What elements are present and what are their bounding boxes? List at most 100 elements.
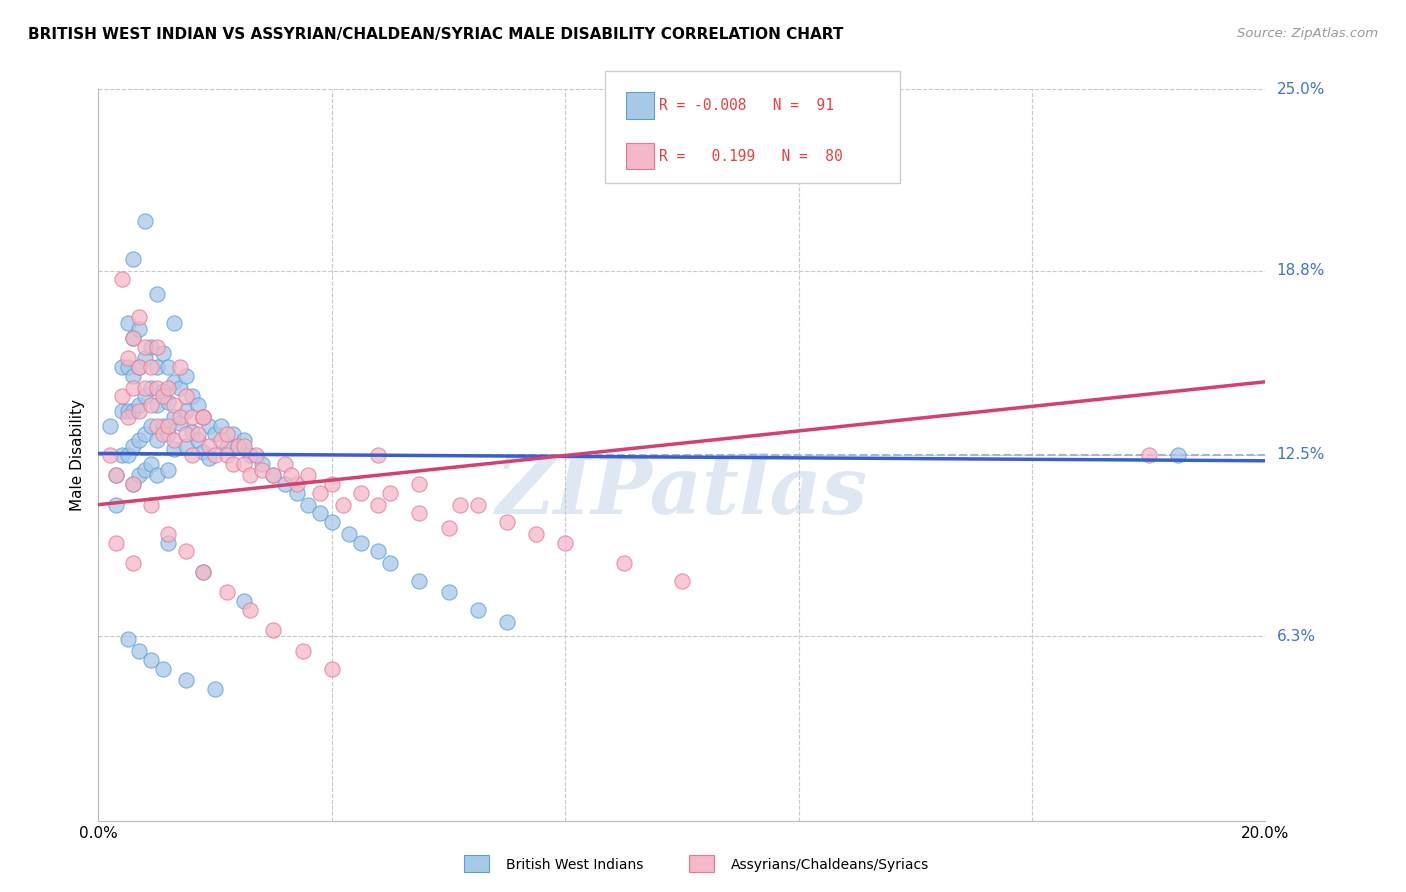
Point <box>233 594 256 608</box>
Point <box>180 425 202 439</box>
Y-axis label: Male Disability: Male Disability <box>70 399 86 511</box>
Point <box>157 418 180 433</box>
Point <box>180 409 202 424</box>
Point <box>152 418 174 433</box>
Point <box>139 360 162 375</box>
Point <box>337 527 360 541</box>
Point <box>169 416 191 430</box>
Point <box>163 375 186 389</box>
Point <box>309 486 332 500</box>
Point <box>193 565 215 579</box>
Point <box>174 368 197 383</box>
Point <box>262 624 284 638</box>
Point <box>174 404 197 418</box>
Point <box>128 310 150 325</box>
Point <box>228 439 250 453</box>
Point <box>239 603 262 617</box>
Point <box>122 331 145 345</box>
Point <box>122 331 145 345</box>
Point <box>180 448 202 462</box>
Point <box>215 427 238 442</box>
Point <box>671 574 693 588</box>
Point <box>239 448 262 462</box>
Point <box>250 457 273 471</box>
Point <box>350 535 373 549</box>
Point <box>139 498 162 512</box>
Point <box>163 398 186 412</box>
Point <box>111 389 134 403</box>
Point <box>367 544 389 558</box>
Point <box>174 439 197 453</box>
Point <box>321 515 343 529</box>
Point <box>233 457 256 471</box>
Point <box>111 448 134 462</box>
Point <box>139 381 162 395</box>
Point <box>134 381 156 395</box>
Point <box>180 389 202 403</box>
Point <box>193 409 215 424</box>
Point <box>152 427 174 442</box>
Point <box>239 468 262 483</box>
Point <box>467 498 489 512</box>
Point <box>128 322 150 336</box>
Text: British West Indians: British West Indians <box>506 858 644 872</box>
Point <box>111 360 134 375</box>
Point <box>204 448 226 462</box>
Point <box>350 486 373 500</box>
Point <box>152 661 174 675</box>
Point <box>146 468 169 483</box>
Point <box>193 445 215 459</box>
Point <box>297 468 319 483</box>
Point <box>117 351 139 366</box>
Point <box>146 381 169 395</box>
Point <box>157 462 180 476</box>
Point <box>111 404 134 418</box>
Point <box>408 477 430 491</box>
Point <box>285 486 308 500</box>
Point <box>104 468 127 483</box>
Point <box>111 272 134 286</box>
Point <box>215 439 238 453</box>
Point <box>496 615 519 629</box>
Point <box>274 477 297 491</box>
Point <box>245 448 267 462</box>
Point <box>122 404 145 418</box>
Point <box>104 468 127 483</box>
Point <box>367 498 389 512</box>
Point <box>209 418 232 433</box>
Point <box>157 395 180 409</box>
Point <box>193 409 215 424</box>
Point <box>122 556 145 570</box>
Point <box>134 214 156 228</box>
Point <box>146 418 169 433</box>
Point <box>262 468 284 483</box>
Point <box>496 515 519 529</box>
Point <box>187 434 209 448</box>
Point <box>193 565 215 579</box>
Point <box>193 409 215 424</box>
Text: 18.8%: 18.8% <box>1277 263 1324 278</box>
Point <box>198 450 221 465</box>
Point <box>280 468 302 483</box>
Point <box>139 418 162 433</box>
Point <box>122 381 145 395</box>
Point <box>128 360 150 375</box>
Text: ZIPatlas: ZIPatlas <box>496 453 868 530</box>
Point <box>163 442 186 456</box>
Point <box>612 556 634 570</box>
Point <box>152 384 174 398</box>
Point <box>146 287 169 301</box>
Point <box>198 418 221 433</box>
Point <box>117 316 139 330</box>
Point <box>1167 448 1189 462</box>
Point <box>169 409 191 424</box>
Point <box>117 448 139 462</box>
Point <box>250 462 273 476</box>
Point <box>174 673 197 688</box>
Point <box>174 427 197 442</box>
Point <box>98 448 121 462</box>
Point <box>309 507 332 521</box>
Text: BRITISH WEST INDIAN VS ASSYRIAN/CHALDEAN/SYRIAC MALE DISABILITY CORRELATION CHAR: BRITISH WEST INDIAN VS ASSYRIAN/CHALDEAN… <box>28 27 844 42</box>
Text: 12.5%: 12.5% <box>1277 448 1324 462</box>
Point <box>215 585 238 599</box>
